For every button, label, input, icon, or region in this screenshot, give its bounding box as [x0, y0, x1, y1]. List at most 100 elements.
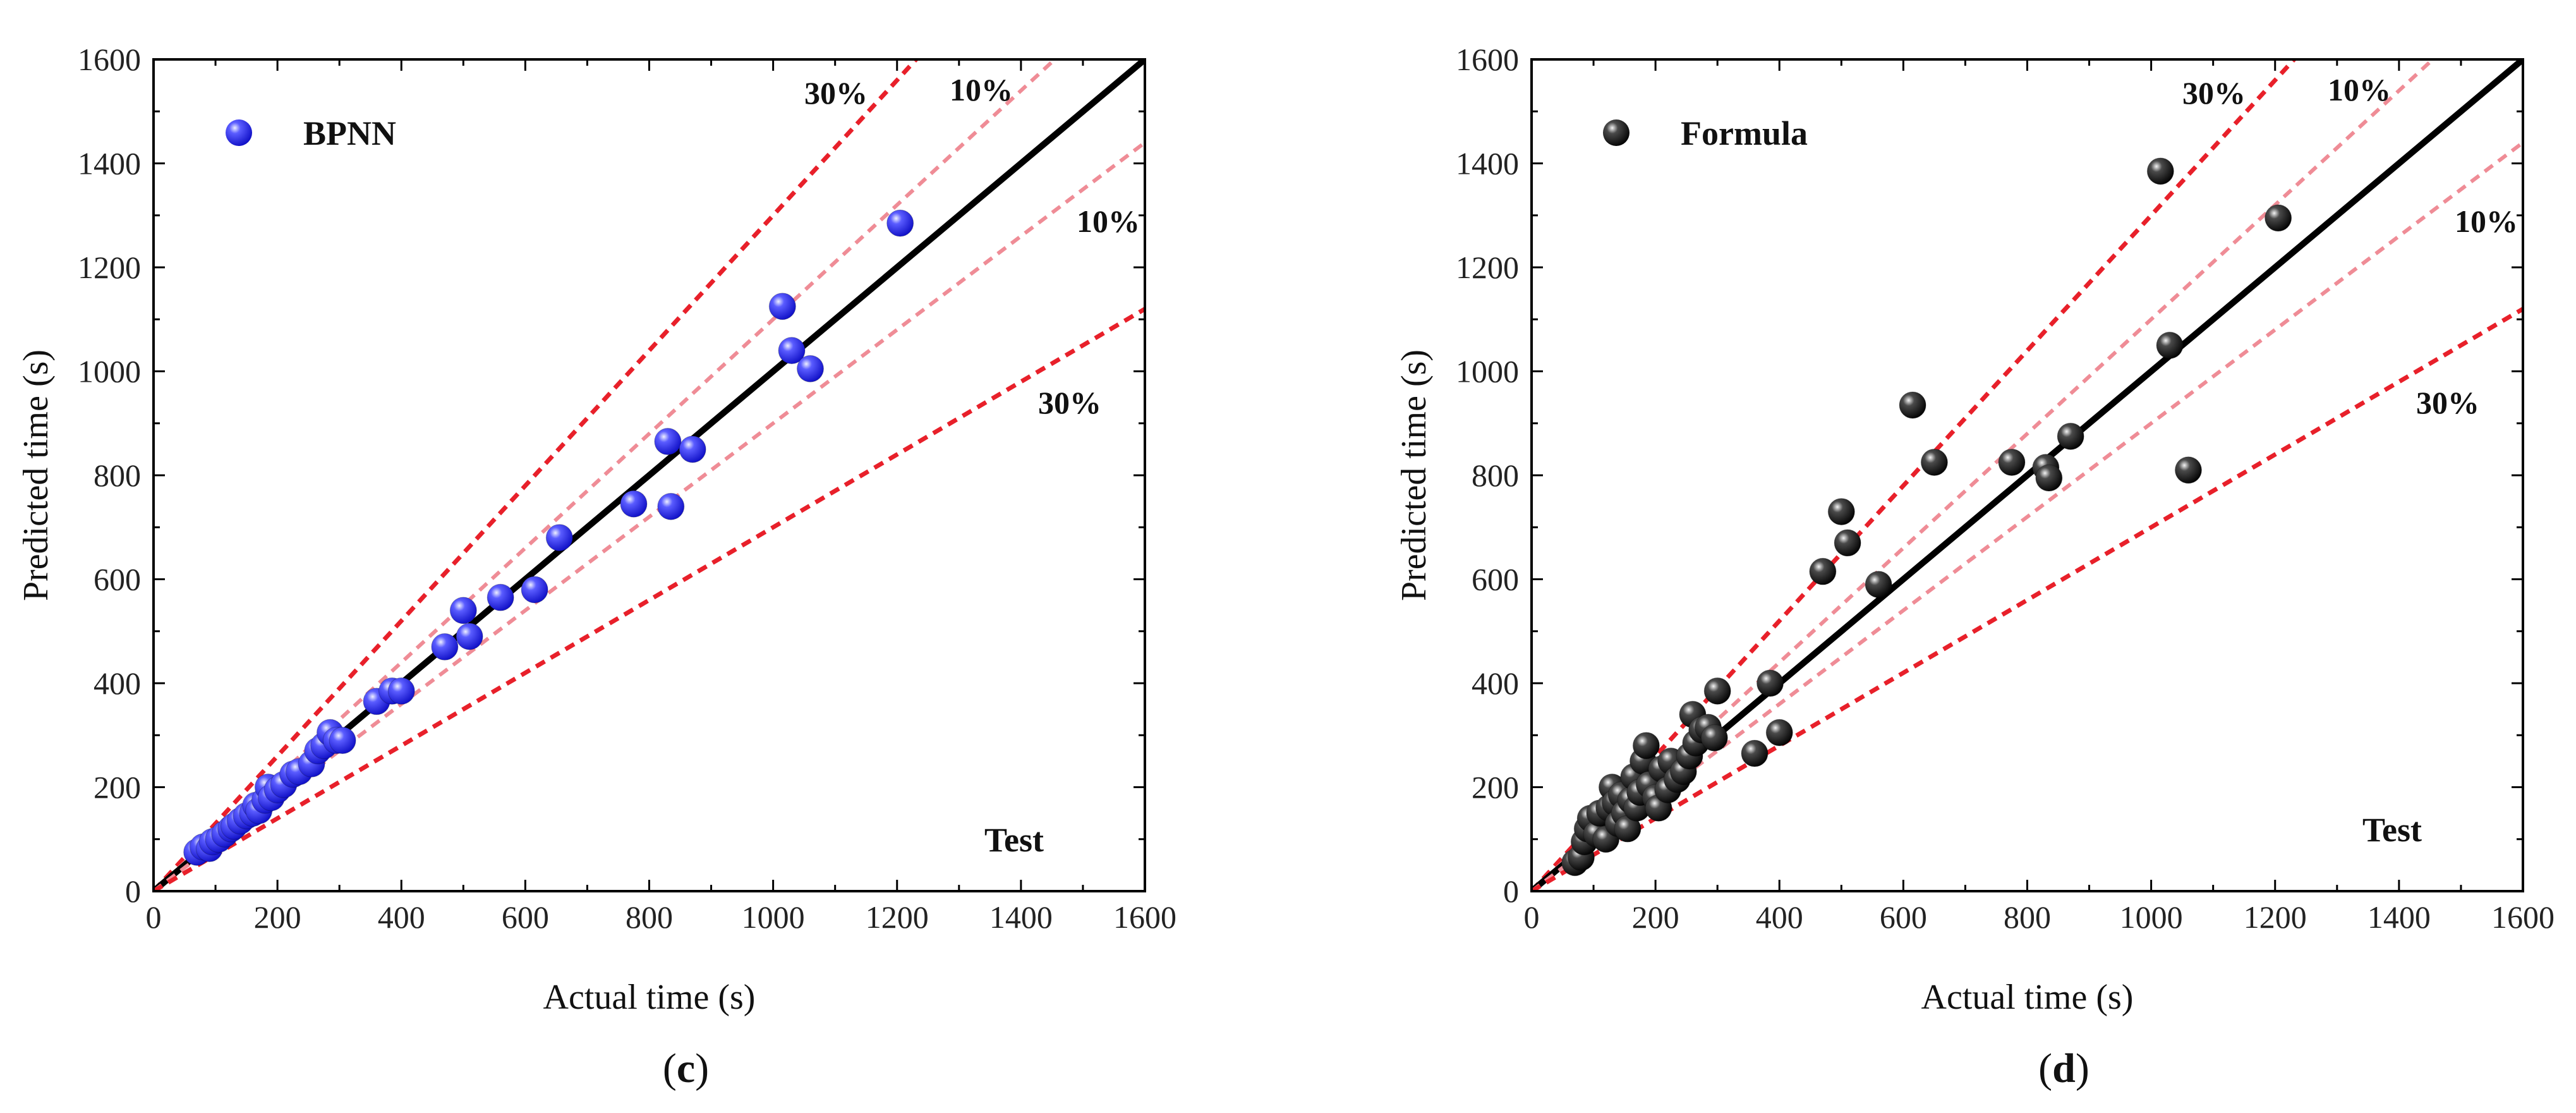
- x-axis-title-c: Actual time (s): [543, 978, 756, 1017]
- ticks-d: 0 200 400 600 800 1000 1200 1400 1600 0 200 400 600 8…: [1456, 42, 2555, 935]
- data-point-c-30: [449, 597, 477, 624]
- y-tick-label-d-400: 400: [1472, 666, 1519, 701]
- data-point-c-38: [679, 435, 706, 463]
- data-point-d-52: [2265, 204, 2292, 232]
- data-point-d-44: [1920, 448, 1948, 476]
- data-point-d-37: [1757, 669, 1784, 697]
- band-label-upper-10-c: 10%: [950, 72, 1013, 107]
- x-axis-title-d: Actual time (s): [1921, 978, 2134, 1017]
- y-tick-label-d-0: 0: [1503, 873, 1519, 909]
- data-point-c-42: [886, 209, 914, 237]
- data-point-d-49: [2146, 157, 2174, 185]
- data-point-d-43: [1899, 391, 1926, 419]
- x-tick-label-d-1400: 1400: [2367, 899, 2431, 935]
- data-point-c-28: [387, 677, 415, 705]
- data-point-d-36: [1741, 739, 1769, 767]
- data-point-c-31: [456, 623, 483, 650]
- data-point-c-35: [620, 490, 648, 518]
- data-point-c-37: [657, 492, 685, 520]
- panel-label-d: (d): [2038, 1045, 2089, 1092]
- scatter-points-c: [183, 209, 914, 866]
- legend-marker-d: [1603, 119, 1630, 146]
- x-tick-label-c-200: 200: [254, 899, 301, 935]
- y-tick-label-c-400: 400: [94, 666, 141, 701]
- panel-label-c-open: (: [663, 1045, 677, 1092]
- band-label-lower-10-c: 10%: [1077, 204, 1140, 239]
- y-tick-label-d-1200: 1200: [1456, 250, 1519, 285]
- data-point-d-34: [1700, 724, 1728, 751]
- data-point-d-50: [2156, 331, 2184, 359]
- x-tick-label-c-400: 400: [378, 899, 425, 935]
- data-point-d-42: [1865, 571, 1892, 599]
- legend-label-c: BPNN: [303, 114, 396, 152]
- x-tick-label-d-1600: 1600: [2491, 899, 2555, 935]
- data-point-c-32: [487, 583, 514, 611]
- data-point-c-33: [521, 576, 548, 604]
- panel-label-d-close: ): [2076, 1045, 2089, 1092]
- panel-label-d-open: (: [2038, 1045, 2052, 1092]
- chart-panel-c: 0 200 400 600 800 1000 1200 1400 1600 0 200 400 600 8…: [16, 42, 1176, 1092]
- y-tick-label-d-1400: 1400: [1456, 146, 1519, 181]
- x-tick-label-c-600: 600: [502, 899, 549, 935]
- data-point-c-36: [654, 428, 682, 456]
- data-point-d-38: [1765, 719, 1793, 746]
- y-tick-label-c-1200: 1200: [78, 250, 141, 285]
- data-point-c-40: [778, 337, 806, 365]
- y-tick-label-d-800: 800: [1472, 458, 1519, 493]
- band-label-lower-30-d: 30%: [2416, 385, 2479, 420]
- x-tick-label-c-1600: 1600: [1113, 899, 1176, 935]
- data-point-d-51: [2174, 456, 2202, 484]
- data-point-d-20: [1632, 732, 1660, 760]
- y-axis-title-d: Predicted time (s): [1394, 350, 1434, 601]
- legend-marker-c: [226, 119, 252, 146]
- data-point-c-29: [431, 633, 459, 660]
- panel-label-c-close: ): [695, 1045, 709, 1092]
- data-point-c-41: [796, 355, 824, 382]
- x-tick-label-c-1000: 1000: [742, 899, 805, 935]
- x-tick-label-c-1400: 1400: [989, 899, 1053, 935]
- x-tick-label-d-200: 200: [1632, 899, 1679, 935]
- band-label-upper-30-d: 30%: [2182, 75, 2246, 111]
- data-point-d-40: [1827, 498, 1855, 526]
- y-tick-label-c-600: 600: [94, 562, 141, 597]
- test-annotation-d: Test: [2362, 811, 2422, 849]
- band-label-upper-30-c: 30%: [804, 75, 868, 111]
- panel-label-d-letter: d: [2052, 1045, 2076, 1092]
- x-tick-label-c-1200: 1200: [866, 899, 929, 935]
- ticks-c: 0 200 400 600 800 1000 1200 1400 1600 0 200 400 600 8…: [78, 42, 1176, 935]
- line-plus-30-c: [154, 59, 919, 891]
- line-minus-30-d: [1532, 307, 2523, 891]
- x-tick-label-d-600: 600: [1880, 899, 1927, 935]
- data-point-c-25: [329, 726, 356, 754]
- y-tick-label-c-1600: 1600: [78, 42, 141, 77]
- y-tick-label-c-800: 800: [94, 458, 141, 493]
- panel-label-c-letter: c: [677, 1045, 695, 1092]
- x-tick-label-d-800: 800: [2004, 899, 2051, 935]
- band-label-upper-10-d: 10%: [2328, 72, 2391, 107]
- y-tick-label-c-0: 0: [125, 873, 141, 909]
- legend-label-d: Formula: [1681, 114, 1808, 152]
- y-axis-title-c: Predicted time (s): [16, 350, 56, 601]
- data-point-d-35: [1703, 677, 1731, 705]
- y-tick-label-c-1000: 1000: [78, 354, 141, 389]
- y-tick-label-d-600: 600: [1472, 562, 1519, 597]
- data-point-d-47: [2035, 464, 2063, 492]
- x-tick-label-d-1200: 1200: [2244, 899, 2307, 935]
- labels-c: Actual time (s) Predicted time (s) 30% 1…: [16, 72, 1140, 1092]
- data-point-d-41: [1834, 529, 1861, 557]
- y-tick-label-d-200: 200: [1472, 770, 1519, 805]
- data-point-d-48: [2057, 422, 2084, 450]
- scatter-points-d: [1561, 157, 2292, 877]
- data-point-d-39: [1809, 557, 1837, 585]
- panel-label-c: (c): [663, 1045, 709, 1092]
- y-tick-label-d-1600: 1600: [1456, 42, 1519, 77]
- x-tick-label-d-400: 400: [1756, 899, 1803, 935]
- y-tick-label-c-200: 200: [94, 770, 141, 805]
- band-label-lower-10-d: 10%: [2455, 204, 2518, 239]
- data-point-d-45: [1998, 448, 2026, 476]
- x-tick-label-d-1000: 1000: [2120, 899, 2183, 935]
- labels-d: Actual time (s) Predicted time (s) 30% 1…: [1394, 72, 2518, 1092]
- y-tick-label-c-1400: 1400: [78, 146, 141, 181]
- data-point-c-34: [545, 524, 573, 552]
- band-label-lower-30-c: 30%: [1038, 385, 1101, 420]
